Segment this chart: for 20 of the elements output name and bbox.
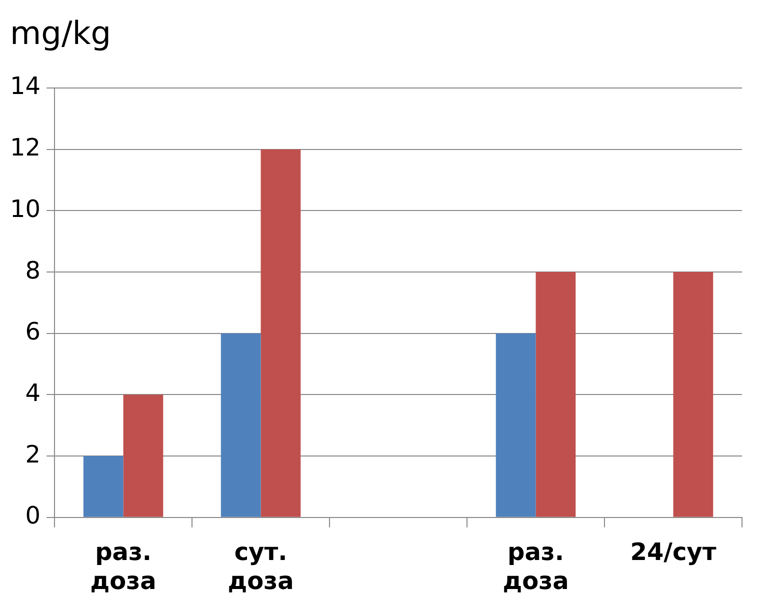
bar [673,272,714,517]
y-tick-label: 10 [10,194,41,223]
bar [123,394,164,517]
y-tick-label: 0 [25,502,41,530]
x-tick-label: раз. доза [502,538,569,595]
bar [83,456,124,517]
y-axis-title: mg/kg [10,14,112,52]
x-tick-label: раз. доза [90,538,156,595]
y-tick-label: 8 [25,256,41,284]
y-tick-label: 14 [10,72,41,100]
x-tick-label: 24/сут [630,538,716,566]
bar [496,333,536,517]
y-tick-label: 12 [10,134,41,162]
y-tick-label: 6 [25,318,41,346]
bar [260,149,301,517]
y-tick-label: 4 [25,378,41,407]
bar [220,333,261,517]
x-tick-label: сут. доза [228,538,294,595]
y-tick-label: 2 [25,440,41,468]
bar [536,272,576,517]
